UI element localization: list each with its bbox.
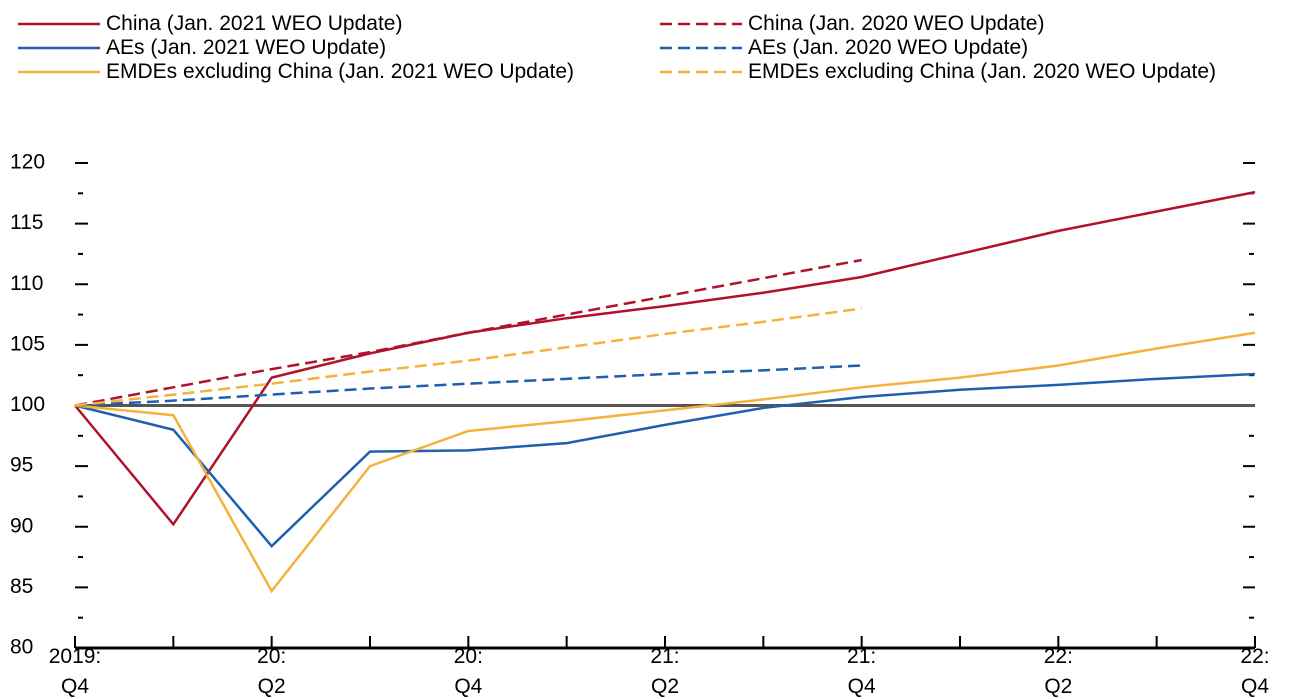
- series-line: [74, 364, 862, 407]
- x-tick-label: 22: Q2: [1043, 645, 1073, 698]
- legend-label: AEs (Jan. 2020 WEO Update): [748, 36, 1029, 59]
- y-tick-label: 105: [10, 332, 45, 355]
- legend-label: AEs (Jan. 2021 WEO Update): [106, 36, 387, 59]
- legend-label: China (Jan. 2021 WEO Update): [106, 12, 403, 35]
- y-tick-label: 100: [10, 393, 45, 416]
- series-line: [74, 258, 862, 407]
- y-tick-label: 110: [10, 272, 43, 295]
- legend-label: China (Jan. 2020 WEO Update): [748, 12, 1045, 35]
- y-tick-label: 85: [10, 575, 33, 598]
- y-tick-label: 80: [10, 636, 33, 659]
- series-line: [74, 190, 1256, 527]
- x-tick-label: 2019: Q4: [48, 645, 102, 698]
- x-tick-label: 21: Q4: [847, 645, 877, 698]
- x-tick-label: 20: Q4: [453, 645, 483, 698]
- y-tick-label: 120: [10, 151, 45, 174]
- x-tick-label: 20: Q2: [257, 645, 287, 698]
- y-tick-label: 115: [10, 211, 43, 234]
- y-tick-label: 90: [10, 514, 33, 537]
- legend-label: EMDEs excluding China (Jan. 2020 WEO Upd…: [748, 60, 1217, 83]
- x-tick-label: 22: Q4: [1240, 645, 1270, 698]
- legend-label: EMDEs excluding China (Jan. 2021 WEO Upd…: [106, 60, 575, 83]
- y-tick-label: 95: [10, 454, 33, 477]
- series-line: [74, 372, 1256, 548]
- series-line: [74, 331, 1256, 594]
- series-line: [74, 307, 862, 407]
- x-tick-label: 21: Q2: [650, 645, 680, 698]
